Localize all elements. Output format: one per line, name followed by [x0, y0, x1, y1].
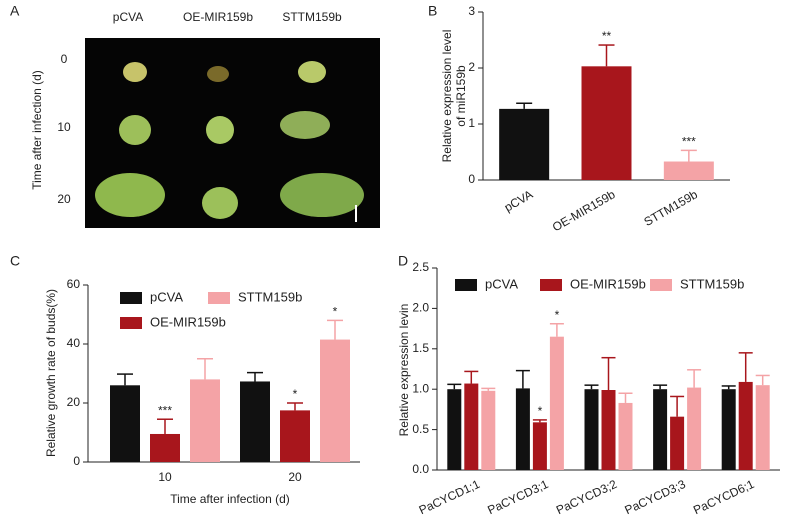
y-tick-label: 0.5	[412, 422, 429, 436]
column-label: OE-MIR159b	[183, 10, 253, 24]
bar	[515, 388, 530, 470]
legend-label: OE-MIR159b	[150, 314, 226, 329]
y-tick-label: 2.5	[412, 260, 429, 274]
x-tick-label: PaCYCD1;1	[417, 477, 482, 517]
significance: **	[602, 29, 612, 43]
bar	[601, 390, 616, 470]
legend-swatch	[455, 279, 477, 291]
y-axis-label: Relative expression levin	[397, 304, 411, 437]
x-tick-label: PaCYCD3;1	[485, 477, 550, 517]
legend-label: OE-MIR159b	[570, 276, 646, 291]
bar	[618, 402, 633, 470]
bar	[240, 381, 270, 462]
legend-swatch	[540, 279, 562, 291]
legend-label: STTM159b	[680, 276, 744, 291]
y-tick-label: 0	[73, 454, 80, 468]
bar	[150, 433, 180, 462]
x-tick-label: 10	[158, 470, 172, 484]
significance: ***	[682, 134, 696, 148]
bar	[447, 389, 462, 470]
legend-swatch	[120, 292, 142, 304]
panel-label: C	[10, 253, 20, 269]
y-tick-label: 3	[468, 4, 475, 18]
y-tick-label: 2.0	[412, 301, 429, 315]
x-tick-label: STTM159b	[642, 187, 701, 229]
bar	[110, 385, 140, 462]
significance: *	[333, 305, 338, 319]
bar	[670, 416, 685, 470]
bar	[464, 383, 479, 470]
column-label: pCVA	[113, 10, 143, 24]
legend-label: STTM159b	[238, 289, 302, 304]
y-tick-label: 0.0	[412, 462, 429, 476]
bar	[687, 387, 702, 470]
significance: *	[555, 308, 560, 322]
bar	[653, 389, 668, 470]
legend-label: pCVA	[485, 276, 518, 291]
y-tick-label: 1.0	[412, 381, 429, 395]
photo	[85, 38, 380, 228]
x-tick-label: pCVA	[502, 187, 535, 214]
x-tick-label: PaCYCD3;3	[623, 477, 688, 517]
bar	[738, 381, 753, 470]
bar	[320, 339, 350, 462]
y-tick-label: 20	[67, 395, 81, 409]
significance: *	[538, 404, 543, 418]
y-tick-label: 40	[67, 336, 81, 350]
bar	[581, 66, 632, 180]
y-tick-label: 0	[468, 172, 475, 186]
y-axis-label: Relative expression level	[440, 30, 454, 163]
y-axis-label: Relative growth rate of buds(%)	[44, 289, 58, 457]
bar	[190, 379, 220, 462]
bar	[755, 385, 770, 470]
y-axis-label: of miR159b	[454, 65, 468, 127]
panel-label: A	[10, 3, 20, 19]
legend-swatch	[120, 317, 142, 329]
row-label: 0	[61, 52, 68, 66]
x-tick-label: PaCYCD6;1	[691, 477, 756, 517]
y-tick-label: 2	[468, 60, 475, 74]
panel-label: B	[428, 3, 437, 19]
legend-label: pCVA	[150, 289, 183, 304]
legend-swatch	[208, 292, 230, 304]
significance: ***	[158, 403, 172, 417]
bar	[481, 390, 496, 470]
legend-swatch	[650, 279, 672, 291]
bar	[532, 422, 547, 470]
significance: *	[293, 387, 298, 401]
row-label: 20	[57, 192, 71, 206]
bar	[721, 389, 736, 470]
column-label: STTM159b	[282, 10, 342, 24]
y-tick-label: 60	[67, 277, 81, 291]
row-title: Time after infection (d)	[30, 70, 44, 190]
bar	[584, 389, 599, 470]
panel-label: D	[398, 253, 408, 269]
y-tick-label: 1	[468, 116, 475, 130]
x-tick-label: OE-MIR159b	[550, 187, 618, 234]
bar	[549, 336, 564, 470]
bar	[663, 161, 714, 180]
x-tick-label: 20	[288, 470, 302, 484]
bar	[280, 410, 310, 462]
row-label: 10	[57, 120, 71, 134]
x-tick-label: PaCYCD3;2	[554, 477, 619, 517]
y-tick-label: 1.5	[412, 341, 429, 355]
x-axis-label: Time after infection (d)	[170, 492, 290, 506]
bar	[499, 108, 550, 180]
